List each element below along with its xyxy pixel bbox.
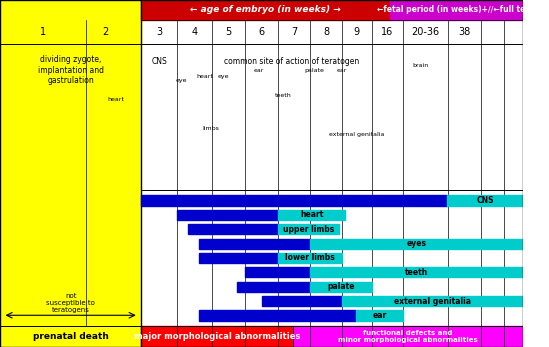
Text: teeth: teeth: [405, 268, 428, 277]
Bar: [278, 210, 345, 220]
Text: eye: eye: [176, 78, 187, 83]
Text: palate: palate: [305, 68, 324, 73]
Text: heart: heart: [197, 74, 214, 79]
Bar: [356, 310, 403, 321]
Text: not
susceptible to
teratogens: not susceptible to teratogens: [46, 293, 95, 313]
Bar: [141, 0, 390, 20]
Bar: [293, 326, 523, 347]
Text: functional defects and
minor morphological abnormalities: functional defects and minor morphologic…: [338, 330, 478, 343]
Text: ← age of embryo (in weeks) →: ← age of embryo (in weeks) →: [190, 6, 341, 14]
Text: CNS: CNS: [151, 57, 167, 66]
Bar: [390, 0, 523, 20]
Text: lower limbs: lower limbs: [285, 254, 335, 262]
Text: common site of action of teratogen: common site of action of teratogen: [224, 57, 360, 66]
Bar: [310, 281, 372, 292]
Text: ear: ear: [337, 68, 347, 73]
Bar: [245, 267, 310, 278]
Text: palate: palate: [327, 282, 355, 291]
Text: heart: heart: [108, 97, 125, 102]
Bar: [199, 253, 278, 263]
Text: external genitalia: external genitalia: [394, 297, 471, 306]
Text: ear: ear: [254, 68, 264, 73]
Text: 5: 5: [226, 27, 232, 37]
Bar: [237, 281, 310, 292]
Bar: [310, 267, 523, 278]
Bar: [0, 326, 141, 347]
Text: brain: brain: [412, 64, 429, 68]
Text: 4: 4: [191, 27, 198, 37]
Bar: [141, 44, 523, 326]
Text: dividing zygote,
implantation and
gastrulation: dividing zygote, implantation and gastru…: [38, 56, 104, 85]
Text: limbs: limbs: [203, 126, 220, 131]
Text: heart: heart: [300, 210, 323, 219]
Bar: [141, 326, 293, 347]
Text: 7: 7: [291, 27, 297, 37]
Bar: [262, 296, 341, 306]
Text: ear: ear: [372, 311, 386, 320]
Bar: [188, 224, 278, 235]
Text: 38: 38: [459, 27, 471, 37]
Text: 20-36: 20-36: [412, 27, 440, 37]
Text: external genitalia: external genitalia: [329, 132, 384, 137]
Bar: [278, 224, 339, 235]
Text: 8: 8: [323, 27, 329, 37]
Text: teeth: teeth: [275, 93, 292, 98]
Bar: [447, 195, 523, 206]
Bar: [310, 238, 523, 249]
Text: 2: 2: [103, 27, 109, 37]
Bar: [278, 253, 341, 263]
Text: major morphological abnormalities: major morphological abnormalities: [134, 332, 300, 341]
Text: 6: 6: [259, 27, 265, 37]
Text: prenatal death: prenatal death: [33, 332, 109, 341]
Bar: [341, 296, 523, 306]
Bar: [199, 238, 310, 249]
Text: ←fetal period (in weeks)+∕∕←full term: ←fetal period (in weeks)+∕∕←full term: [377, 6, 536, 14]
Bar: [199, 310, 356, 321]
Bar: [177, 210, 278, 220]
Text: 16: 16: [381, 27, 393, 37]
Text: 3: 3: [156, 27, 162, 37]
Text: upper limbs: upper limbs: [283, 225, 334, 234]
Text: eyes: eyes: [407, 239, 427, 248]
Text: CNS: CNS: [477, 196, 494, 205]
Text: 1: 1: [41, 27, 47, 37]
Text: 9: 9: [354, 27, 360, 37]
Text: eye: eye: [217, 74, 229, 79]
Bar: [0, 0, 141, 347]
Bar: [141, 195, 447, 206]
